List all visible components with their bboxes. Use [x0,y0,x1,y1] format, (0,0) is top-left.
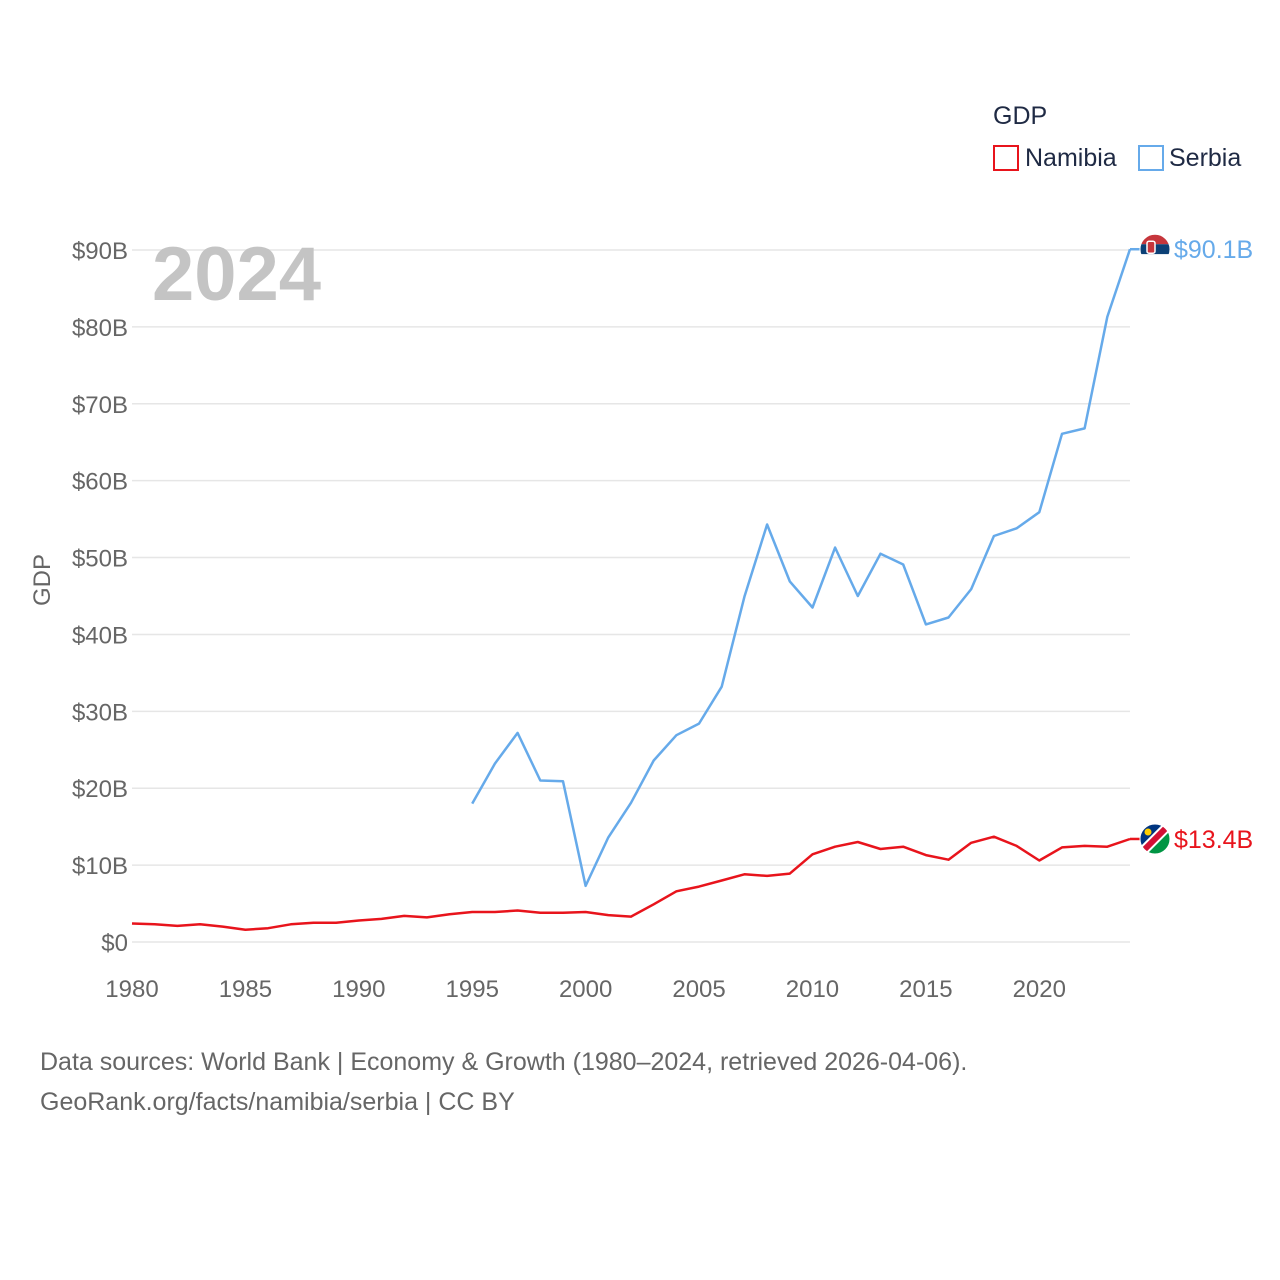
y-tick-label: $70B [72,392,128,419]
grid-lines [132,249,1130,943]
y-tick-label: $10B [72,853,128,880]
x-tick-label: 2000 [559,976,612,1003]
legend-swatch-serbia [1138,145,1164,171]
y-tick-label: $60B [72,469,128,496]
legend-item-serbia[interactable]: Serbia [1138,144,1241,172]
series-lines [131,248,1132,931]
legend-swatch-namibia [993,145,1019,171]
credit-line: GeoRank.org/facts/namibia/serbia | CC BY [40,1088,515,1116]
x-tick-label: 2015 [899,976,952,1003]
legend: GDP Namibia Serbia [993,102,1241,172]
end-value-label-serbia: $90.1B [1174,236,1253,264]
x-tick-label: 1980 [105,976,158,1003]
series-line-serbia [471,248,1132,888]
x-tick-label: 2010 [786,976,839,1003]
y-tick-label: $90B [72,238,128,265]
y-tick-label: $80B [72,315,128,342]
x-tick-label: 1995 [446,976,499,1003]
y-tick-label: $20B [72,776,128,803]
y-axis-title: GDP [29,554,56,606]
end-value-label-namibia: $13.4B [1174,826,1253,854]
x-tick-label: 1985 [219,976,272,1003]
y-tick-label: $40B [72,622,128,649]
series-line-namibia [131,835,1131,931]
x-tick-label: 1990 [332,976,385,1003]
legend-title: GDP [993,102,1047,130]
x-tick-label: 2005 [672,976,725,1003]
source-footer: Data sources: World Bank | Economy & Gro… [40,1042,967,1122]
year-display: 2024 [152,232,321,317]
y-tick-label: $50B [72,546,128,573]
x-axis-ticks: 1980 1985 1990 1995 2000 2005 2010 2015 2020 [105,976,1066,1003]
legend-label-serbia: Serbia [1169,144,1241,172]
namibia-flag-icon [1140,823,1170,854]
serbia-flag-icon [1140,234,1170,265]
legend-item-namibia[interactable]: Namibia [993,144,1117,172]
y-tick-label: $30B [72,699,128,726]
x-tick-label: 2020 [1013,976,1066,1003]
end-markers: $13.4B $90.1B [1130,233,1253,855]
source-line: Data sources: World Bank | Economy & Gro… [40,1048,968,1076]
y-tick-label: $0 [101,930,128,957]
legend-label-namibia: Namibia [1025,144,1117,172]
y-axis-ticks: $0 $10B $20B $30B $40B $50B $60B $70B $80B $90B [72,238,128,957]
